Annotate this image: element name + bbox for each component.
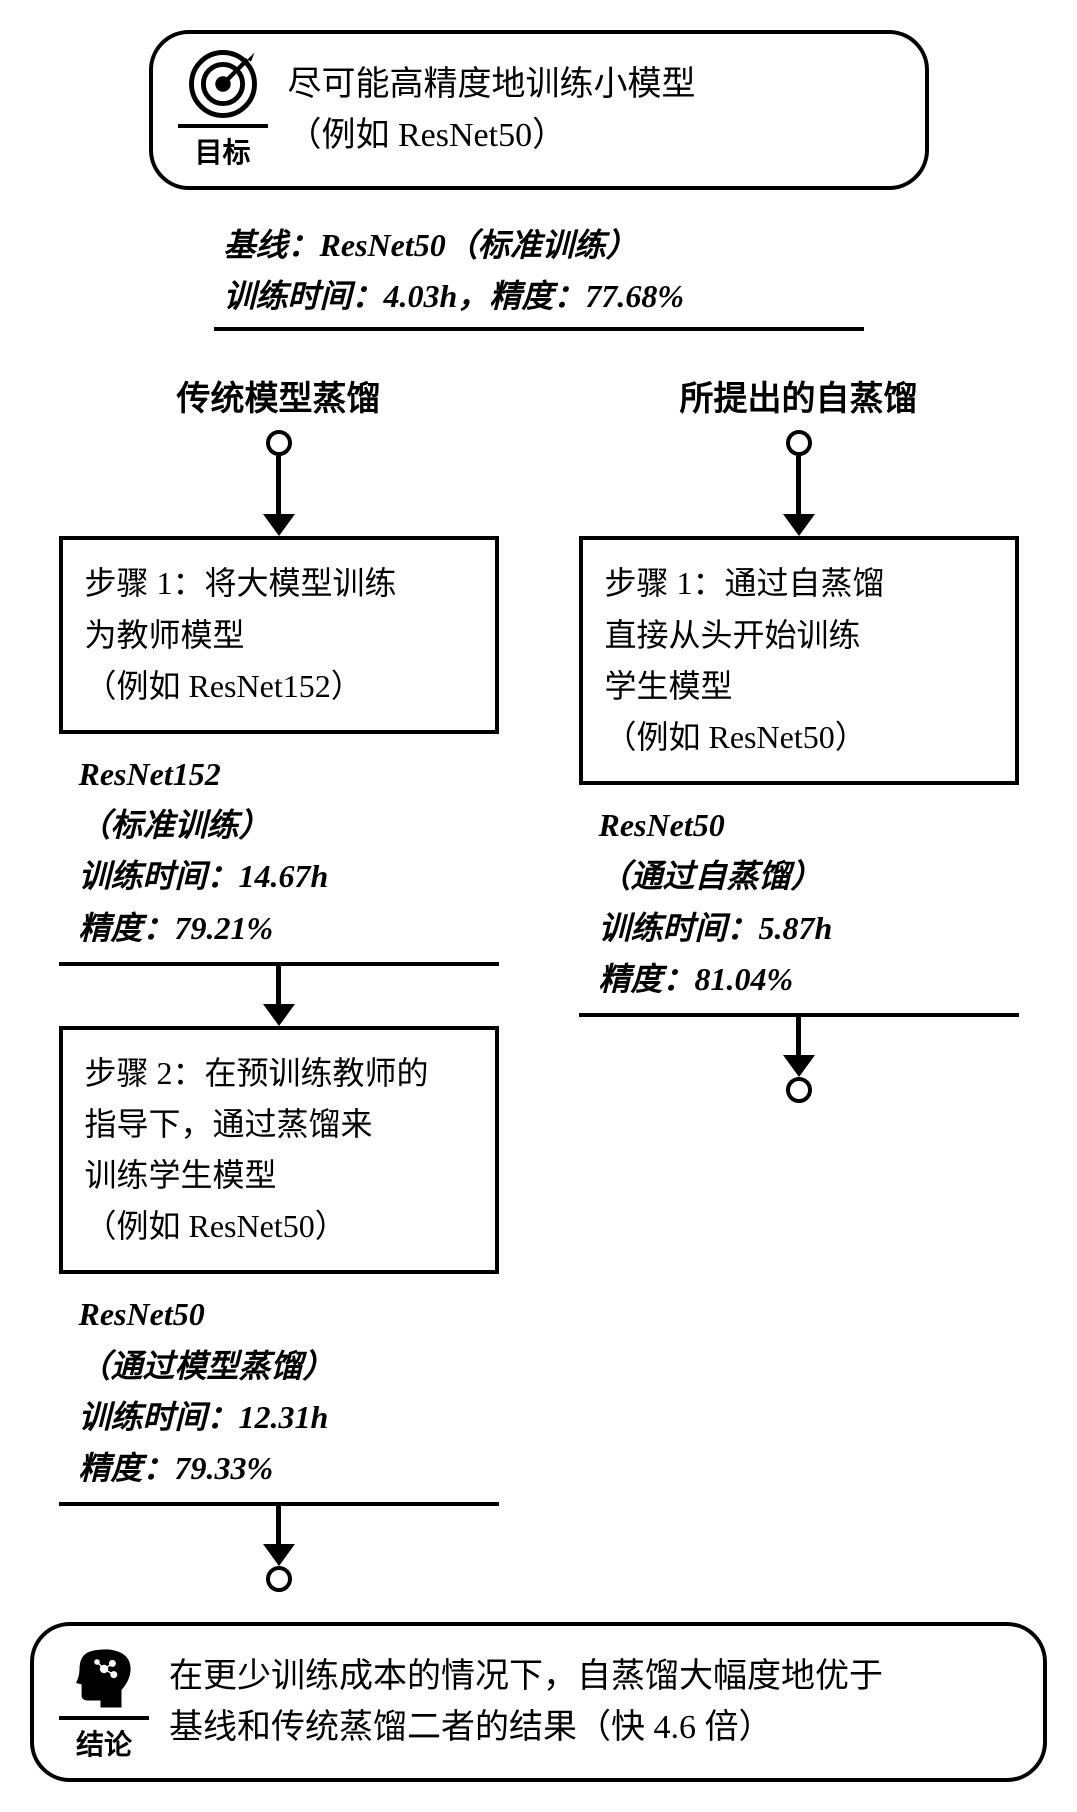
left-result1-time-value: 14.67h bbox=[239, 858, 329, 894]
right-result1-method: （通过自蒸馏） bbox=[599, 858, 823, 894]
flow-connector bbox=[796, 1017, 801, 1057]
left-result2-method: （通过模型蒸馏） bbox=[79, 1348, 335, 1384]
arrow-down-icon bbox=[263, 514, 295, 536]
right-column: 所提出的自蒸馏 步骤 1：通过自蒸馏 直接从头开始训练 学生模型 （例如 Res… bbox=[569, 371, 1029, 1103]
left-result2-acc-value: 79.33% bbox=[175, 1450, 274, 1486]
left-result1-acc-label: 精度： bbox=[79, 910, 175, 946]
right-step1-line2: 直接从头开始训练 bbox=[605, 617, 861, 653]
conclusion-text: 在更少训练成本的情况下，自蒸馏大幅度地优于 基线和传统蒸馏二者的结果（快 4.6… bbox=[169, 1651, 1018, 1753]
right-result1-time-value: 5.87h bbox=[759, 910, 833, 946]
right-result1-time-label: 训练时间： bbox=[599, 910, 759, 946]
goal-box: 目标 尽可能高精度地训练小模型 （例如 ResNet50） bbox=[149, 30, 929, 190]
left-step2-line3: 训练学生模型 bbox=[85, 1157, 277, 1193]
baseline-block: 基线：ResNet50（标准训练） 训练时间：4.03h，精度：77.68% bbox=[214, 220, 864, 331]
baseline-label: 基线： bbox=[224, 227, 320, 263]
right-result1-acc-label: 精度： bbox=[599, 961, 695, 997]
baseline-model: ResNet50（标准训练） bbox=[320, 227, 638, 263]
goal-icon-column: 目标 bbox=[178, 49, 268, 171]
right-step1-line1: 步骤 1：通过自蒸馏 bbox=[605, 565, 885, 601]
left-step2-line1: 步骤 2：在预训练教师的 bbox=[85, 1055, 429, 1091]
flow-end-node bbox=[786, 1077, 812, 1103]
flow-connector bbox=[276, 1506, 281, 1546]
flow-end-node bbox=[266, 1566, 292, 1592]
baseline-acc-label: 精度： bbox=[489, 278, 585, 314]
left-result2-time-value: 12.31h bbox=[239, 1399, 329, 1435]
left-result1-time-label: 训练时间： bbox=[79, 858, 239, 894]
conclusion-box: 结论 在更少训练成本的情况下，自蒸馏大幅度地优于 基线和传统蒸馏二者的结果（快 … bbox=[30, 1622, 1047, 1782]
diagram-container: 目标 尽可能高精度地训练小模型 （例如 ResNet50） 基线：ResNet5… bbox=[30, 30, 1047, 1782]
conclusion-text-line1: 在更少训练成本的情况下，自蒸馏大幅度地优于 bbox=[169, 1658, 883, 1695]
left-step1-line3: （例如 ResNet152） bbox=[85, 668, 363, 704]
left-step1-box: 步骤 1：将大模型训练 为教师模型 （例如 ResNet152） bbox=[59, 536, 499, 734]
right-result1-acc-value: 81.04% bbox=[695, 961, 794, 997]
right-step1-line3: 学生模型 bbox=[605, 668, 733, 704]
goal-text-line2: （例如 ResNet50） bbox=[288, 117, 567, 154]
flow-start-node bbox=[786, 430, 812, 456]
columns-wrapper: 传统模型蒸馏 步骤 1：将大模型训练 为教师模型 （例如 ResNet152） … bbox=[30, 371, 1047, 1592]
left-result1-acc-value: 79.21% bbox=[175, 910, 274, 946]
right-result1: ResNet50 （通过自蒸馏） 训练时间：5.87h 精度：81.04% bbox=[579, 785, 1019, 1017]
goal-label: 目标 bbox=[178, 124, 268, 171]
arrow-down-icon bbox=[783, 514, 815, 536]
flow-start-node bbox=[266, 430, 292, 456]
baseline-time-value: 4.03h， bbox=[384, 278, 490, 314]
conclusion-icon-column: 结论 bbox=[59, 1641, 149, 1763]
goal-text: 尽可能高精度地训练小模型 （例如 ResNet50） bbox=[288, 59, 900, 161]
left-column: 传统模型蒸馏 步骤 1：将大模型训练 为教师模型 （例如 ResNet152） … bbox=[49, 371, 509, 1592]
left-result2-model: ResNet50 bbox=[79, 1296, 205, 1332]
left-header: 传统模型蒸馏 bbox=[177, 371, 381, 420]
target-icon bbox=[188, 49, 258, 119]
arrow-down-icon bbox=[783, 1055, 815, 1077]
left-step2-line4: （例如 ResNet50） bbox=[85, 1208, 347, 1244]
left-result2: ResNet50 （通过模型蒸馏） 训练时间：12.31h 精度：79.33% bbox=[59, 1274, 499, 1506]
goal-text-line1: 尽可能高精度地训练小模型 bbox=[288, 66, 696, 103]
right-result1-model: ResNet50 bbox=[599, 807, 725, 843]
flow-connector bbox=[276, 456, 281, 516]
conclusion-label: 结论 bbox=[59, 1716, 149, 1763]
left-result1-method: （标准训练） bbox=[79, 807, 271, 843]
arrow-down-icon bbox=[263, 1004, 295, 1026]
left-result2-time-label: 训练时间： bbox=[79, 1399, 239, 1435]
left-step2-line2: 指导下，通过蒸馏来 bbox=[85, 1106, 373, 1142]
right-step1-box: 步骤 1：通过自蒸馏 直接从头开始训练 学生模型 （例如 ResNet50） bbox=[579, 536, 1019, 785]
flow-connector bbox=[796, 456, 801, 516]
left-step2-box: 步骤 2：在预训练教师的 指导下，通过蒸馏来 训练学生模型 （例如 ResNet… bbox=[59, 1026, 499, 1275]
left-result1: ResNet152 （标准训练） 训练时间：14.67h 精度：79.21% bbox=[59, 734, 499, 966]
right-header: 所提出的自蒸馏 bbox=[680, 371, 918, 420]
left-step1-line2: 为教师模型 bbox=[85, 617, 245, 653]
arrow-down-icon bbox=[263, 1544, 295, 1566]
flow-connector bbox=[276, 966, 281, 1006]
brain-head-icon bbox=[69, 1641, 139, 1711]
baseline-time-label: 训练时间： bbox=[224, 278, 384, 314]
left-step1-line1: 步骤 1：将大模型训练 bbox=[85, 565, 397, 601]
conclusion-text-line2: 基线和传统蒸馏二者的结果（快 4.6 倍） bbox=[169, 1709, 773, 1746]
left-result1-model: ResNet152 bbox=[79, 756, 221, 792]
left-result2-acc-label: 精度： bbox=[79, 1450, 175, 1486]
baseline-acc-value: 77.68% bbox=[585, 278, 684, 314]
right-step1-line4: （例如 ResNet50） bbox=[605, 719, 867, 755]
